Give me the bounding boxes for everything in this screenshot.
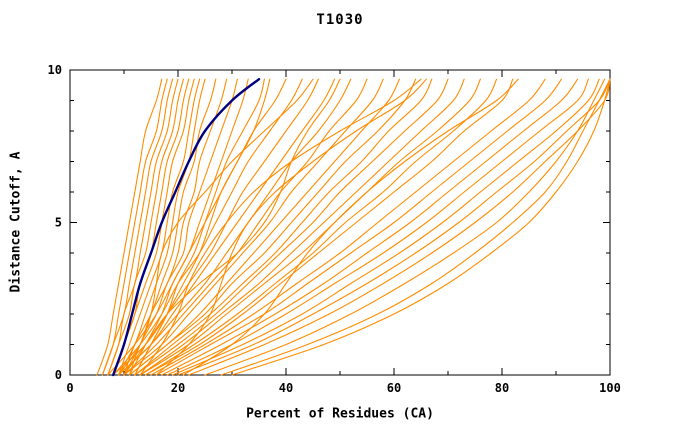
model-curve bbox=[118, 78, 314, 376]
y-tick-label: 10 bbox=[48, 63, 62, 77]
x-tick-label: 60 bbox=[387, 381, 401, 395]
model-curve bbox=[139, 78, 465, 376]
model-curve bbox=[139, 78, 481, 376]
model-curve bbox=[134, 78, 449, 376]
model-curve bbox=[220, 78, 611, 376]
model-curve bbox=[145, 78, 498, 376]
model-curve bbox=[188, 78, 611, 376]
x-axis-label: Percent of Residues (CA) bbox=[246, 406, 434, 422]
model-curve bbox=[150, 78, 546, 376]
model-curve bbox=[177, 78, 611, 376]
model-curve bbox=[166, 78, 589, 376]
model-curve bbox=[172, 78, 600, 376]
model-curve bbox=[128, 78, 249, 376]
model-curve bbox=[161, 78, 579, 376]
x-tick-label: 0 bbox=[66, 381, 73, 395]
model-curve bbox=[128, 78, 238, 376]
model-curve bbox=[101, 78, 174, 376]
model-curve bbox=[155, 78, 562, 376]
chart-title: T1030 bbox=[316, 12, 364, 28]
model-curve bbox=[134, 78, 433, 376]
model-curve bbox=[107, 78, 184, 376]
model-curve bbox=[107, 78, 179, 376]
model-curve bbox=[112, 78, 303, 376]
model-curve bbox=[107, 78, 287, 376]
model-curve bbox=[231, 78, 611, 376]
x-tick-label: 100 bbox=[599, 381, 621, 395]
model-curve bbox=[123, 78, 228, 376]
model-curve bbox=[118, 78, 201, 376]
model-curve bbox=[145, 78, 514, 376]
model-curve bbox=[101, 78, 168, 376]
model-curve bbox=[118, 78, 206, 376]
model-curve bbox=[123, 78, 384, 376]
highlighted-model-curve bbox=[112, 77, 261, 377]
x-tick-label: 20 bbox=[171, 381, 185, 395]
model-curve bbox=[134, 78, 271, 376]
model-curve bbox=[118, 78, 352, 376]
model-curve bbox=[128, 78, 417, 376]
model-curve bbox=[96, 78, 163, 376]
model-curve bbox=[204, 78, 606, 376]
y-tick-label: 0 bbox=[55, 368, 62, 382]
model-curve bbox=[123, 78, 368, 376]
model-curve bbox=[128, 78, 400, 376]
x-tick-label: 40 bbox=[279, 381, 293, 395]
x-tick-label: 80 bbox=[495, 381, 509, 395]
y-tick-label: 5 bbox=[55, 216, 62, 230]
model-curve bbox=[112, 78, 319, 376]
model-curve bbox=[118, 78, 336, 376]
model-curve bbox=[123, 78, 341, 376]
